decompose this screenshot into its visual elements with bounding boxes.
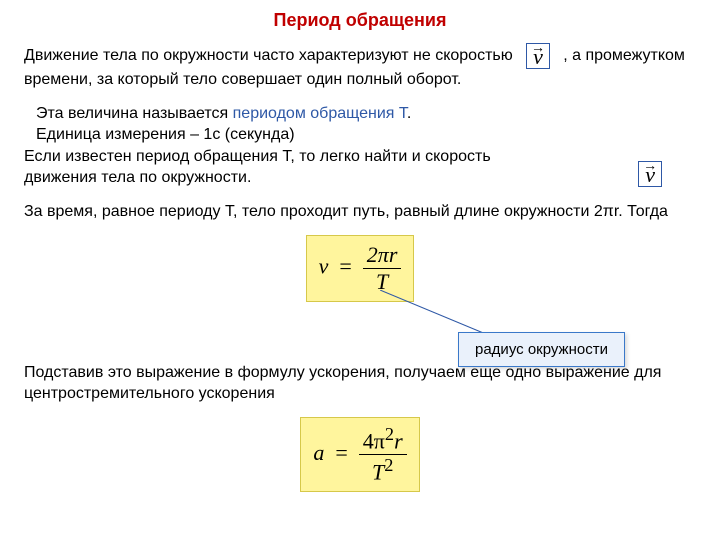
intro-text-a: Движение тела по окружности часто характ… bbox=[24, 47, 513, 64]
speed-line: Если известен период обращения Т, то лег… bbox=[24, 146, 544, 189]
formula-a-num-b: r bbox=[394, 428, 403, 453]
formula-velocity: v = 2πr T bbox=[306, 235, 415, 302]
def-prefix: Эта величина называется bbox=[36, 105, 233, 122]
formula-a-den-a: T bbox=[372, 459, 384, 484]
formula-acceleration-wrap: a = 4π2r T2 bbox=[0, 417, 720, 493]
vector-v-box-2: → v bbox=[638, 161, 662, 187]
vector-arrow-icon: → bbox=[639, 160, 661, 174]
formula-a-den-sup: 2 bbox=[384, 455, 393, 475]
formula-v-den: T bbox=[376, 269, 388, 294]
page-title: Период обращения bbox=[0, 0, 720, 31]
formula-a-num-sup: 2 bbox=[385, 424, 394, 444]
formula-a-num-a: 4π bbox=[363, 428, 385, 453]
formula-acceleration: a = 4π2r T2 bbox=[300, 417, 419, 493]
formula-a-fraction: 4π2r T2 bbox=[359, 424, 407, 486]
term-period: периодом обращения Т bbox=[233, 105, 407, 122]
vector-v-box-1: → v bbox=[526, 43, 550, 69]
paragraph-intro: Движение тела по окружности часто характ… bbox=[24, 43, 696, 91]
formula-a-lhs: a bbox=[313, 440, 324, 465]
unit-line: Единица измерения – 1с (секунда) bbox=[36, 126, 295, 143]
paragraph-definition: Эта величина называется периодом обращен… bbox=[36, 103, 696, 189]
formula-velocity-wrap: v = 2πr T bbox=[0, 235, 720, 302]
callout-text: радиус окружности bbox=[475, 341, 608, 358]
formula-v-fraction: 2πr T bbox=[363, 242, 402, 295]
paragraph-substitution: Подставив это выражение в формулу ускоре… bbox=[24, 362, 664, 405]
paragraph-path: За время, равное периоду Т, тело проходи… bbox=[24, 201, 684, 223]
formula-v-lhs: v bbox=[319, 253, 329, 278]
def-suffix: . bbox=[407, 105, 411, 122]
vector-arrow-icon: → bbox=[527, 42, 549, 56]
formula-v-num: 2πr bbox=[367, 242, 398, 267]
callout-radius: радиус окружности bbox=[458, 332, 625, 367]
